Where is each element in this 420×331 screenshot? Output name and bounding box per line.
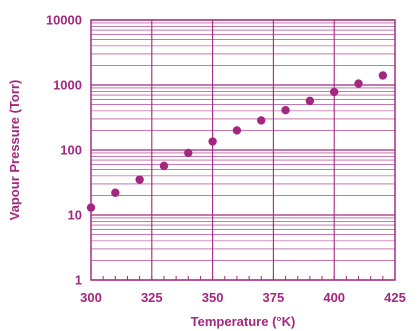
data-point xyxy=(281,105,290,115)
y-tick-label: 10 xyxy=(68,208,82,223)
y-tick-label: 100 xyxy=(60,143,82,158)
y-axis-title: Vapour Pressure (Torr) xyxy=(7,80,22,221)
data-point xyxy=(257,116,266,125)
data-point xyxy=(159,161,169,171)
data-point xyxy=(208,137,217,146)
data-point xyxy=(135,175,144,184)
data-point xyxy=(232,126,242,135)
data-point xyxy=(184,148,193,158)
data-point xyxy=(378,71,388,80)
y-tick-label: 1 xyxy=(75,273,82,288)
minor-gridlines xyxy=(91,22,395,261)
x-tick-label: 325 xyxy=(141,290,163,305)
plot-frame xyxy=(90,19,396,281)
x-tick-label: 400 xyxy=(323,290,345,305)
data-point xyxy=(86,203,96,212)
data-point xyxy=(111,188,120,197)
data-point xyxy=(305,96,315,106)
x-tick-labels: 300 325 350 375 400 425 xyxy=(80,290,406,305)
x-axis-title: Temperature (°K) xyxy=(191,314,296,329)
y-tick-labels: 1 10 100 1000 10000 xyxy=(46,13,82,288)
data-point xyxy=(354,79,363,88)
y-tick-label: 1000 xyxy=(53,78,82,93)
data-points xyxy=(86,71,388,212)
x-tick-label: 350 xyxy=(202,290,224,305)
x-tick-label: 425 xyxy=(384,290,406,305)
y-tick-label: 10000 xyxy=(46,13,82,28)
data-point xyxy=(330,87,339,97)
x-tick-label: 300 xyxy=(80,290,102,305)
x-tick-label: 375 xyxy=(263,290,285,305)
